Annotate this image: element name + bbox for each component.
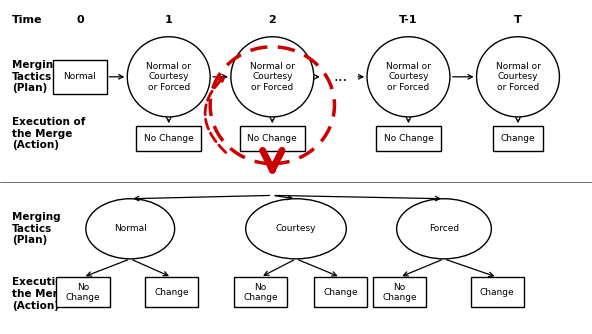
FancyBboxPatch shape (373, 277, 426, 307)
Text: No
Change: No Change (66, 283, 100, 302)
Text: No Change: No Change (384, 134, 433, 143)
Text: Normal: Normal (114, 224, 147, 233)
FancyBboxPatch shape (145, 277, 198, 307)
Ellipse shape (127, 37, 210, 117)
Text: Normal or
Courtesy
or Forced: Normal or Courtesy or Forced (496, 62, 540, 92)
Ellipse shape (397, 199, 491, 259)
Text: T-1: T-1 (399, 15, 418, 25)
Text: Normal: Normal (63, 72, 96, 81)
Text: Time: Time (12, 15, 43, 25)
Text: Normal or
Courtesy
or Forced: Normal or Courtesy or Forced (386, 62, 431, 92)
Text: Change: Change (155, 288, 189, 297)
FancyBboxPatch shape (314, 277, 367, 307)
Ellipse shape (231, 37, 314, 117)
Text: Change: Change (501, 134, 535, 143)
Text: Execution of
the Merge
(Action): Execution of the Merge (Action) (12, 277, 85, 311)
Text: 0: 0 (76, 15, 83, 25)
Text: Change: Change (323, 288, 358, 297)
FancyBboxPatch shape (136, 126, 201, 151)
FancyBboxPatch shape (471, 277, 524, 307)
FancyBboxPatch shape (53, 60, 107, 94)
Text: T: T (514, 15, 522, 25)
Ellipse shape (367, 37, 450, 117)
Text: Execution of
the Merge
(Action): Execution of the Merge (Action) (12, 117, 85, 150)
Text: No
Change: No Change (243, 283, 278, 302)
FancyBboxPatch shape (240, 126, 305, 151)
FancyBboxPatch shape (493, 126, 543, 151)
Text: Change: Change (480, 288, 514, 297)
Ellipse shape (246, 199, 346, 259)
Ellipse shape (86, 199, 175, 259)
Text: ...: ... (333, 69, 348, 84)
Text: No Change: No Change (247, 134, 297, 143)
Text: 1: 1 (165, 15, 173, 25)
FancyBboxPatch shape (56, 277, 110, 307)
Text: Normal or
Courtesy
or Forced: Normal or Courtesy or Forced (250, 62, 295, 92)
Text: No
Change: No Change (382, 283, 417, 302)
Text: Courtesy: Courtesy (276, 224, 316, 233)
Text: Forced: Forced (429, 224, 459, 233)
Text: No Change: No Change (144, 134, 194, 143)
Text: Normal or
Courtesy
or Forced: Normal or Courtesy or Forced (146, 62, 191, 92)
Text: Merging
Tactics
(Plan): Merging Tactics (Plan) (12, 60, 60, 94)
Text: 2: 2 (268, 15, 276, 25)
Ellipse shape (477, 37, 559, 117)
FancyBboxPatch shape (234, 277, 287, 307)
Text: Merging
Tactics
(Plan): Merging Tactics (Plan) (12, 212, 60, 245)
FancyBboxPatch shape (376, 126, 441, 151)
